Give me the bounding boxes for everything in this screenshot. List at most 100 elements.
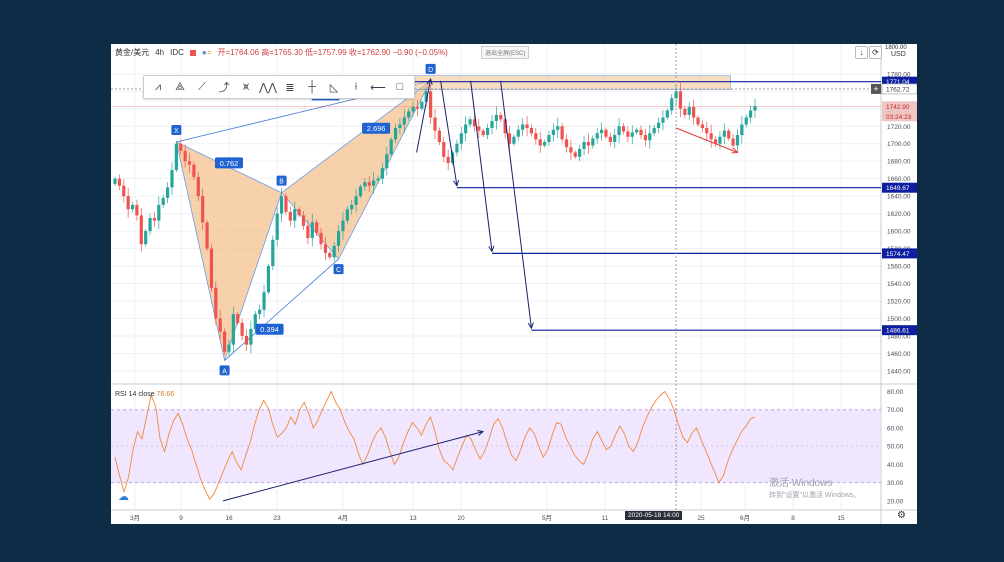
price-tick-label: 1700.00 — [887, 141, 911, 148]
market-status-icon: ●= — [201, 48, 212, 57]
cloud-icon[interactable]: ☁ — [118, 491, 129, 503]
time-tick-label: 20 — [457, 515, 465, 522]
candle — [665, 108, 669, 120]
candle-body — [459, 133, 463, 144]
price-tick-label: 1520.00 — [887, 299, 911, 306]
candle-body — [446, 156, 450, 163]
candle-body — [393, 128, 398, 140]
approach-arrow — [416, 78, 432, 153]
candle — [490, 114, 494, 135]
candle-body — [179, 143, 183, 151]
chart-canvas[interactable]: XABCD0.7620.3942.6961.2711440.001460.001… — [111, 44, 917, 524]
candle-body — [376, 178, 380, 181]
candle — [113, 176, 117, 187]
candle-body — [665, 110, 669, 118]
download-icon[interactable]: ↓ — [855, 46, 868, 59]
candle — [573, 150, 577, 159]
pattern-point-a-label: A — [222, 368, 227, 375]
pattern-point-x-label: X — [174, 128, 179, 135]
candle-body — [350, 204, 354, 210]
price-tick-label: 1660.00 — [887, 176, 911, 183]
candle — [608, 132, 612, 147]
candle-body — [275, 213, 279, 240]
rectangle-icon[interactable]: □ — [396, 81, 404, 93]
candle-body — [749, 110, 753, 118]
sine-line-icon[interactable]: ⟊ — [354, 80, 358, 93]
candle-body — [240, 322, 244, 336]
candle-body — [652, 128, 656, 134]
elliott-wave-icon[interactable]: ≣ — [285, 81, 295, 94]
candle-body — [670, 98, 674, 111]
candle — [696, 115, 700, 127]
candle — [670, 94, 674, 115]
xabcd-pattern-icon[interactable]: ⩘ — [154, 80, 162, 93]
candle-body — [494, 114, 498, 122]
candle-body — [499, 114, 503, 120]
three-drives-icon[interactable]: ⩙ — [242, 80, 250, 93]
price-tick-label: 1540.00 — [887, 281, 911, 288]
refresh-icon[interactable]: ⟳ — [869, 46, 882, 59]
candle-body — [201, 196, 205, 223]
candle-body — [696, 117, 700, 125]
candle — [713, 136, 718, 147]
price-label-text: 03:24:23 — [886, 114, 912, 121]
candle-body — [402, 117, 406, 125]
rsi-tick-label: 50.00 — [887, 444, 904, 451]
price-tick-label: 1440.00 — [887, 368, 911, 375]
abcd-pattern-icon[interactable]: ⟋ — [198, 80, 206, 93]
candle-body — [683, 108, 687, 115]
candle — [350, 199, 354, 215]
candle-body — [542, 141, 547, 146]
arrow-line-icon[interactable]: ⟵ — [370, 81, 386, 94]
candle-body — [139, 215, 143, 245]
triangle-pattern-icon[interactable]: ⤴ — [218, 82, 230, 94]
price-tick-label: 1720.00 — [887, 124, 911, 131]
candle — [744, 114, 748, 128]
candle-body — [731, 138, 735, 146]
pattern-point-c-badge — [333, 264, 344, 275]
candle — [262, 284, 266, 318]
candle — [586, 133, 591, 154]
candle-body — [284, 196, 288, 212]
time-tick-label: 15 — [837, 515, 845, 522]
candle — [117, 174, 121, 190]
rsi-legend: RSI 14 close 76.66 — [115, 391, 174, 398]
price-label-badge — [882, 111, 917, 122]
cypher-pattern-icon[interactable]: ⟁ — [175, 80, 185, 93]
rsi-title: RSI 14 close — [115, 391, 155, 398]
candle — [258, 304, 262, 320]
candle-body — [253, 314, 257, 329]
candle — [599, 122, 604, 141]
candle — [591, 135, 595, 149]
candle — [683, 105, 687, 119]
interval-label[interactable]: 4h — [155, 48, 165, 57]
candle-body — [648, 133, 652, 141]
candle-body — [293, 209, 297, 221]
candle-body — [586, 141, 591, 146]
candle — [621, 123, 626, 135]
candle — [301, 211, 306, 231]
pattern-point-x-badge — [171, 124, 182, 135]
candle — [455, 139, 459, 157]
pattern-point-b-label: B — [279, 179, 284, 186]
candle — [604, 127, 608, 139]
candle — [551, 123, 555, 142]
candle — [126, 187, 130, 218]
symbol-name[interactable]: 黄金/美元 — [115, 48, 150, 57]
price-tick-label: 1460.00 — [887, 351, 911, 358]
time-cycles-icon[interactable]: ◺ — [329, 81, 339, 94]
drawing-toolbar: ⩘ ⟁ ⟋ ⤴ ⩙ ⋀⋀ ≣ ┼ ◺ ⟊ ⟵ □ — [143, 75, 415, 99]
candle — [209, 244, 214, 293]
gear-icon[interactable]: ⚙ — [897, 510, 906, 521]
candle — [652, 124, 656, 137]
head-shoulders-icon[interactable]: ⋀⋀ — [258, 81, 278, 94]
exit-fullscreen-hint[interactable]: 退出全屏(ESC) — [481, 46, 530, 59]
candle-body — [429, 91, 433, 118]
candle-body — [525, 124, 529, 129]
candle — [718, 131, 722, 149]
candle-body — [503, 119, 507, 134]
cyclic-lines-icon[interactable]: ┼ — [308, 81, 316, 93]
candle — [661, 110, 665, 131]
candle-body — [336, 231, 341, 246]
candle-body — [214, 287, 218, 319]
